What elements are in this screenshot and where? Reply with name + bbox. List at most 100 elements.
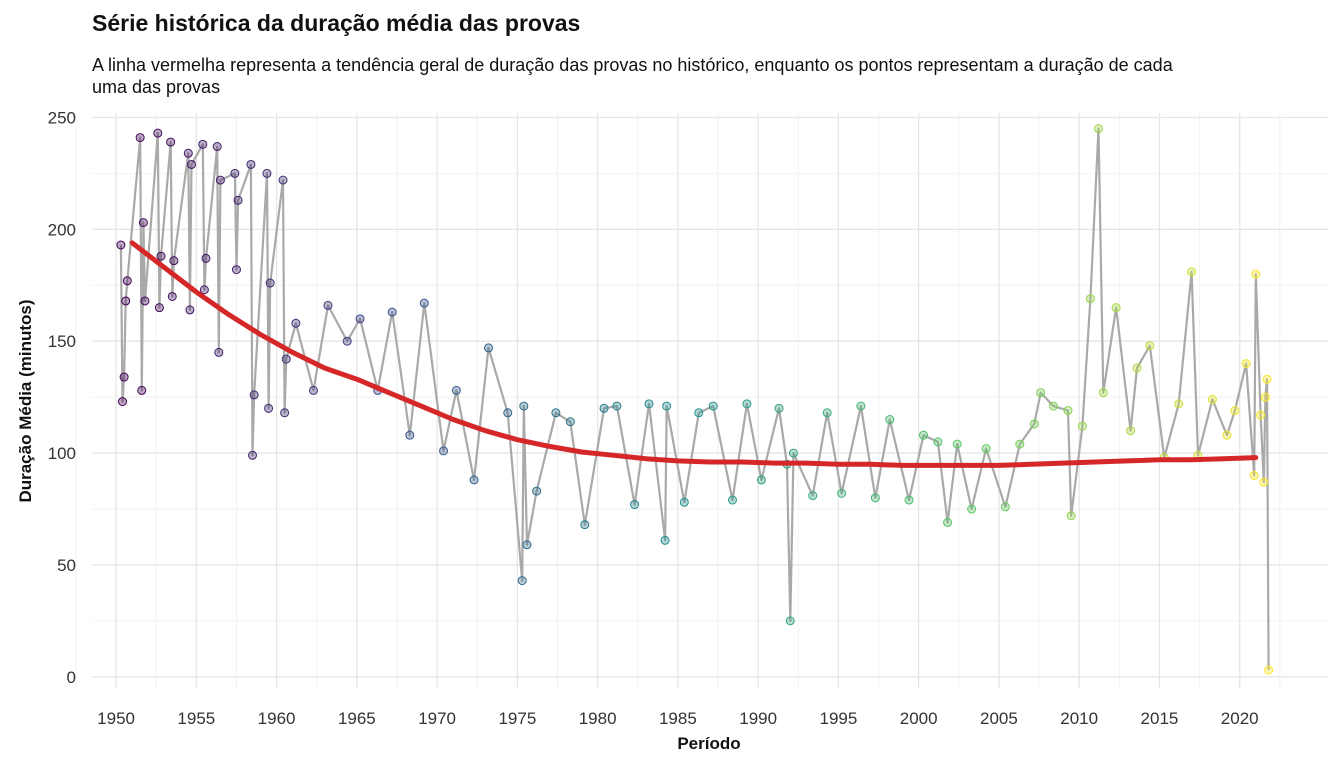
data-point — [135, 133, 145, 143]
data-point — [138, 218, 148, 228]
data-point — [756, 475, 766, 485]
data-point — [918, 430, 928, 440]
data-point — [856, 401, 866, 411]
data-point — [187, 159, 197, 169]
y-tick-label: 50 — [57, 556, 76, 575]
data-point — [1049, 401, 1059, 411]
x-tick-label: 1985 — [659, 709, 697, 728]
data-point — [742, 399, 752, 409]
y-tick-label: 200 — [48, 220, 76, 239]
data-point — [967, 504, 977, 514]
data-point — [1251, 269, 1261, 279]
data-point — [483, 343, 493, 353]
data-point — [662, 401, 672, 411]
data-point — [309, 385, 319, 395]
x-tick-label: 1975 — [498, 709, 536, 728]
data-point — [249, 390, 259, 400]
data-point — [121, 296, 131, 306]
data-point — [1260, 392, 1270, 402]
chart-subtitle: A linha vermelha representa a tendência … — [92, 55, 1173, 97]
y-tick-label: 150 — [48, 332, 76, 351]
data-point — [166, 137, 176, 147]
data-point — [169, 256, 179, 266]
data-point — [630, 500, 640, 510]
data-point — [230, 168, 240, 178]
data-point — [952, 439, 962, 449]
grid-layer — [75, 113, 1328, 688]
data-point — [1207, 394, 1217, 404]
data-point — [137, 385, 147, 395]
data-point — [943, 517, 953, 527]
series-layer — [119, 127, 1270, 671]
data-point — [644, 399, 654, 409]
data-point — [154, 303, 164, 313]
data-point — [231, 265, 241, 275]
data-point — [140, 296, 150, 306]
data-point — [1126, 426, 1136, 436]
data-point — [660, 535, 670, 545]
data-point — [116, 240, 126, 250]
x-tick-label: 1965 — [338, 709, 376, 728]
y-tick-label: 100 — [48, 444, 76, 463]
data-point — [469, 475, 479, 485]
data-point — [1256, 410, 1266, 420]
data-point — [1145, 341, 1155, 351]
x-tick-label: 1970 — [418, 709, 456, 728]
data-point — [1249, 470, 1259, 480]
data-point — [785, 616, 795, 626]
data-point — [774, 403, 784, 413]
data-point — [156, 251, 166, 261]
data-point — [1262, 374, 1272, 384]
data-point — [1259, 477, 1269, 487]
data-point — [1093, 124, 1103, 134]
x-tick-label: 2020 — [1221, 709, 1259, 728]
data-point — [708, 401, 718, 411]
x-tick-label: 1990 — [739, 709, 777, 728]
data-point — [1222, 430, 1232, 440]
data-point — [342, 336, 352, 346]
data-point — [248, 450, 258, 460]
data-point — [246, 159, 256, 169]
x-tick-label: 1955 — [177, 709, 215, 728]
data-point — [117, 397, 127, 407]
data-point — [519, 401, 529, 411]
data-point — [1036, 388, 1046, 398]
data-point — [323, 300, 333, 310]
data-point — [199, 285, 209, 295]
data-point — [1063, 406, 1073, 416]
x-tick-label: 2010 — [1060, 709, 1098, 728]
points-layer — [116, 124, 1274, 675]
data-point — [933, 437, 943, 447]
data-point — [694, 408, 704, 418]
data-point — [1132, 363, 1142, 373]
data-point — [1111, 303, 1121, 313]
data-point — [1077, 421, 1087, 431]
x-axis-title: Período — [677, 734, 740, 753]
data-point — [503, 408, 513, 418]
data-point — [215, 175, 225, 185]
data-point — [185, 305, 195, 315]
x-tick-label: 2005 — [980, 709, 1018, 728]
x-tick-label: 1980 — [579, 709, 617, 728]
x-tick-label: 2015 — [1141, 709, 1179, 728]
data-point — [262, 168, 272, 178]
data-point — [679, 497, 689, 507]
data-point — [278, 175, 288, 185]
data-point — [837, 488, 847, 498]
data-point — [167, 291, 177, 301]
data-point — [291, 318, 301, 328]
data-point — [264, 403, 274, 413]
data-point — [532, 486, 542, 496]
data-point — [1187, 267, 1197, 277]
data-point — [1241, 359, 1251, 369]
series-connecting-line — [119, 127, 1270, 671]
data-point — [1015, 439, 1025, 449]
x-tick-label: 2000 — [900, 709, 938, 728]
x-tick-label: 1995 — [820, 709, 858, 728]
data-point — [1029, 419, 1039, 429]
data-point — [727, 495, 737, 505]
data-point — [1085, 294, 1095, 304]
data-point — [788, 448, 798, 458]
trend-line — [129, 240, 1259, 468]
data-point — [551, 408, 561, 418]
